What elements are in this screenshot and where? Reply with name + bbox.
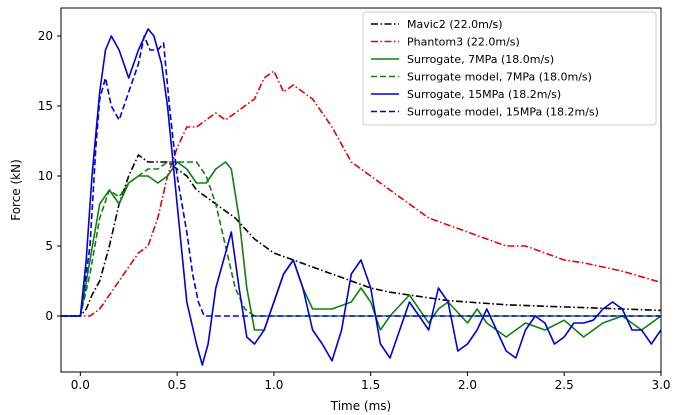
x-tick-label: 0.5 xyxy=(168,378,187,392)
y-tick-label: 0 xyxy=(45,309,53,323)
y-tick-label: 10 xyxy=(38,169,53,183)
x-tick-label: 3.0 xyxy=(651,378,670,392)
legend-entry: Phantom3 (22.0m/s) xyxy=(407,36,520,49)
x-tick-label: 2.5 xyxy=(555,378,574,392)
y-axis-label: Force (kN) xyxy=(9,159,23,221)
y-axis: 0 5 10 15 20 xyxy=(38,29,61,323)
legend-entry: Surrogate model, 7MPa (18.0m/s) xyxy=(407,71,592,84)
legend: Mavic2 (22.0m/s) Phantom3 (22.0m/s) Surrog… xyxy=(362,11,657,126)
series-line-4 xyxy=(61,161,661,317)
legend-entry: Surrogate, 7MPa (18.0m/s) xyxy=(407,53,554,66)
y-tick-label: 5 xyxy=(45,239,53,253)
y-tick-label: 15 xyxy=(38,99,53,113)
series-line-6 xyxy=(61,35,661,317)
legend-box xyxy=(362,11,657,126)
x-axis: 0.0 0.5 1.0 1.5 2.0 2.5 3.0 xyxy=(71,372,671,392)
y-tick-label: 20 xyxy=(38,29,53,43)
plot-frame xyxy=(60,7,662,373)
x-tick-label: 2.0 xyxy=(458,378,477,392)
x-tick-label: 1.0 xyxy=(264,378,283,392)
legend-entry: Surrogate, 15MPa (18.2m/s) xyxy=(407,88,561,101)
series-line-1 xyxy=(61,154,661,317)
series-line-2 xyxy=(61,70,661,317)
legend-entry: Mavic2 (22.0m/s) xyxy=(407,18,503,31)
series-layer xyxy=(61,28,661,366)
x-tick-label: 1.5 xyxy=(361,378,380,392)
x-axis-label: Time (ms) xyxy=(330,399,392,413)
x-tick-label: 0.0 xyxy=(71,378,90,392)
legend-entry: Surrogate model, 15MPa (18.2m/s) xyxy=(407,106,599,119)
series-line-5 xyxy=(61,28,661,366)
